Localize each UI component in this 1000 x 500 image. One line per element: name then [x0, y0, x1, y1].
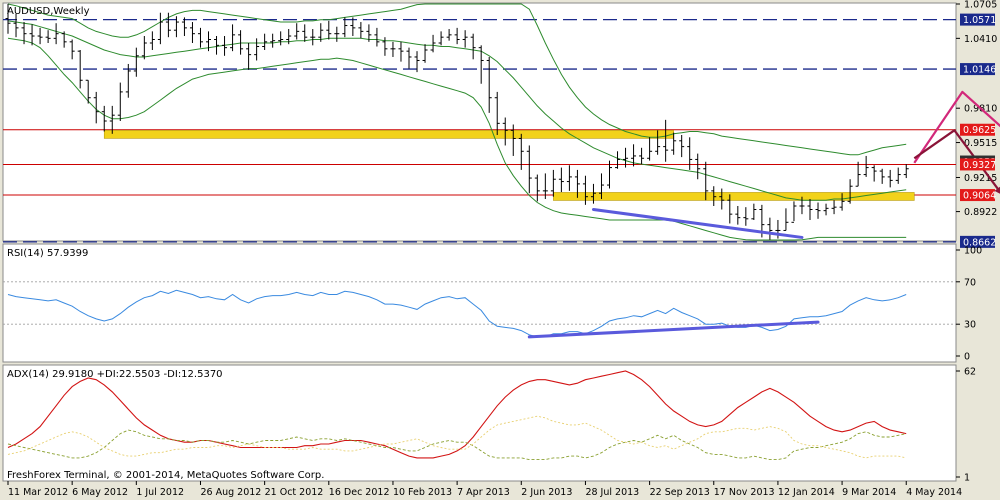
- price-plot-area[interactable]: [2, 2, 957, 242]
- dashed-level-label-bg: [960, 235, 995, 248]
- time-tick-label: 17 Nov 2013: [714, 487, 775, 498]
- price-bars: [5, 4, 909, 240]
- rsi-tick-label: 30: [964, 320, 976, 331]
- rsi-lines: [3, 281, 956, 339]
- dashed-level-label: 1.0571: [963, 15, 996, 26]
- rsi-plot-area[interactable]: [2, 243, 957, 363]
- bearish-arrow-head: [994, 186, 1000, 194]
- time-tick-label: 10 Feb 2013: [393, 487, 452, 498]
- time-tick-label: 11 Mar 2012: [8, 487, 68, 498]
- rsi-axis: 100 70 30 0: [956, 246, 982, 363]
- copyright-text: FreshForex Terminal, © 2001-2014, MetaQu…: [7, 470, 324, 481]
- adx-plot-area[interactable]: [2, 364, 957, 482]
- bollinger-bands: [7, 3, 907, 241]
- price-levels: [3, 18, 956, 243]
- bullish-scenario-arrow: [913, 90, 1000, 164]
- red-level-label: 0.9625: [963, 125, 996, 136]
- time-tick-label: 2 Jun 2013: [521, 487, 572, 498]
- time-tick-label: 12 Jan 2014: [778, 487, 835, 498]
- time-axis: 11 Mar 2012 6 May 2012 1 Jul 2012 26 Aug 20…: [7, 481, 962, 498]
- dashed-level-label: 0.8662: [963, 237, 996, 248]
- dashed-level-label: 1.0146: [963, 65, 996, 76]
- price-tick-label: 0.8922: [964, 207, 997, 218]
- adx-line: [7, 370, 907, 459]
- adx-tick-label: 1: [964, 473, 970, 484]
- time-tick-label: 4 May 2014: [906, 487, 962, 498]
- price-level-labels: 1.05711.01460.86620.93520.96250.93270.90…: [960, 13, 996, 248]
- bollinger-middle-line: [7, 20, 907, 201]
- yellow-support-zone: [103, 130, 674, 139]
- red-level-label: 0.9064: [963, 191, 996, 202]
- bollinger-upper-line: [7, 3, 907, 156]
- time-tick-label: 28 Jul 2013: [585, 487, 639, 498]
- price-tick-label: 0.9515: [964, 138, 997, 149]
- analysis-lines: [591, 90, 1000, 239]
- bollinger-lower-line: [7, 37, 907, 241]
- adx-axis: 62 1: [956, 367, 976, 484]
- price-divergence-trendline: [591, 207, 804, 239]
- price-tick-label: 0.9215: [964, 173, 997, 184]
- time-tick-label: 6 May 2012: [72, 487, 128, 498]
- di-minus-line: [7, 415, 907, 459]
- adx-tick-label: 62: [964, 367, 976, 378]
- time-tick-label: 22 Sep 2013: [650, 487, 710, 498]
- time-tick-label: 26 Aug 2012: [200, 487, 261, 498]
- adx-lines: [7, 370, 907, 461]
- rsi-tick-label: 0: [964, 352, 970, 363]
- time-tick-label: 1 Jul 2012: [136, 487, 184, 498]
- rsi-panel[interactable]: 100 70 30 0 RSI(14) 57.9399: [2, 243, 982, 363]
- time-tick-label: 7 Apr 2013: [457, 487, 510, 498]
- price-tick-label: 1.0410: [964, 34, 997, 45]
- di-plus-line: [7, 429, 907, 461]
- red-level-label-bg: [960, 123, 995, 136]
- rsi-tick-label: 100: [964, 246, 982, 257]
- adx-panel[interactable]: 62 1 ADX(14) 29.9180 +DI:22.5503 -DI:12.5…: [2, 364, 976, 484]
- time-tick-label: 9 Mar 2014: [842, 487, 896, 498]
- adx-title: ADX(14) 29.9180 +DI:22.5503 -DI:12.5370: [7, 369, 223, 380]
- rsi-tick-label: 70: [964, 277, 976, 288]
- red-level-label: 0.9327: [963, 160, 996, 171]
- dashed-level-label-bg: [960, 63, 995, 76]
- price-tick-label: 1.0705: [964, 0, 997, 11]
- time-tick-label: 16 Dec 2012: [329, 487, 390, 498]
- dashed-level-label-bg: [960, 13, 995, 26]
- red-level-label-bg: [960, 158, 995, 171]
- bearish-scenario-arrow: [913, 129, 1000, 194]
- chart-title: AUDUSD,Weekly: [7, 6, 90, 17]
- rsi-title: RSI(14) 57.9399: [7, 248, 88, 259]
- rsi-divergence-trendline: [527, 320, 820, 339]
- time-tick-label: 21 Oct 2012: [265, 487, 324, 498]
- red-level-label-bg: [960, 189, 995, 202]
